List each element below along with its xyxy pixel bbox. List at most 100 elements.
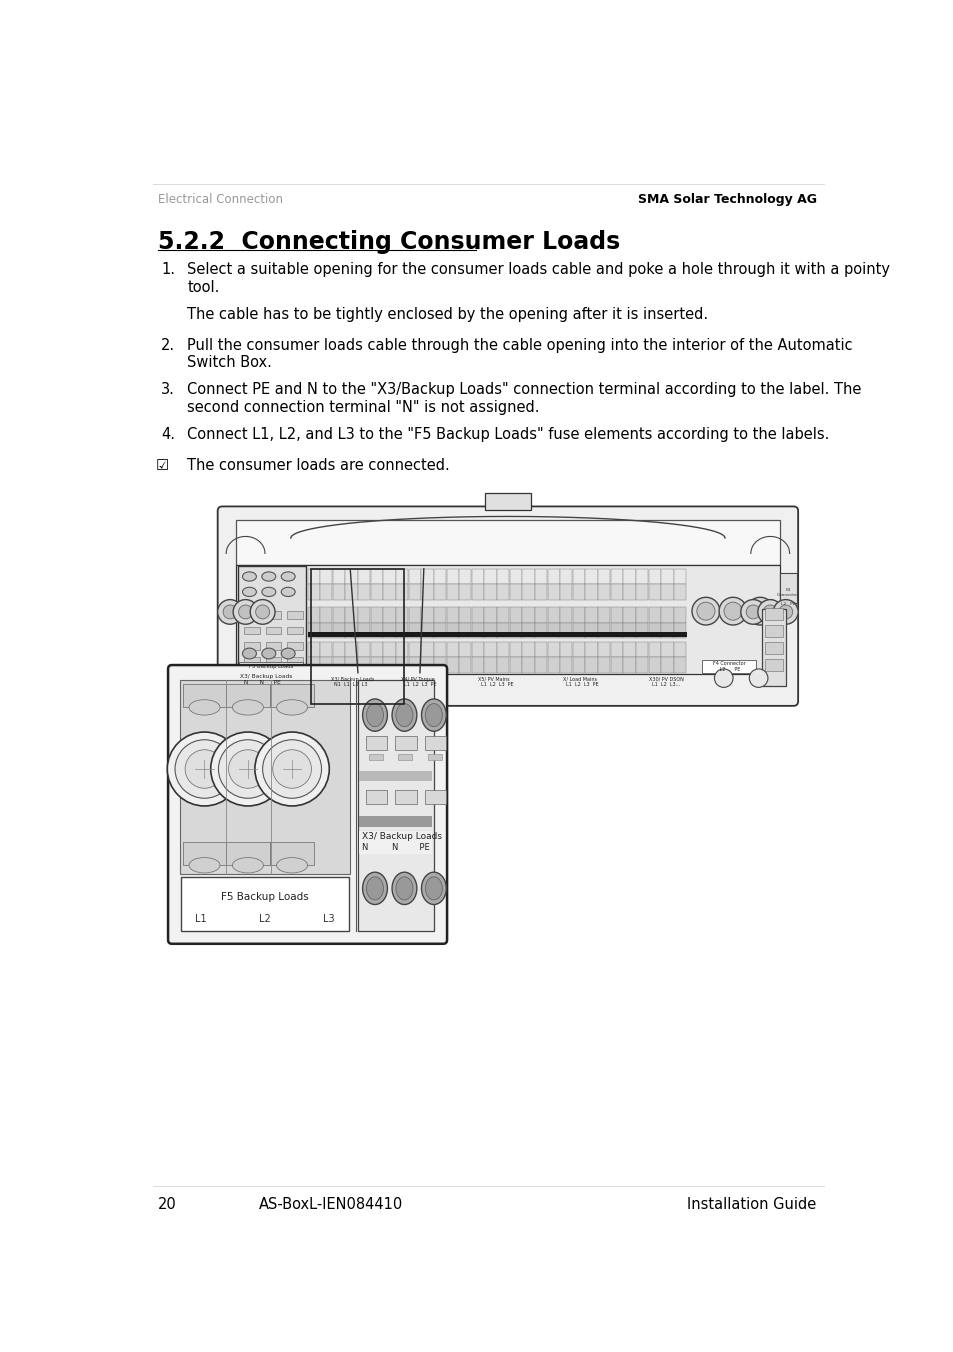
Bar bbox=[320, 657, 332, 673]
Bar bbox=[648, 569, 660, 584]
Bar bbox=[622, 642, 635, 657]
Bar bbox=[673, 642, 685, 657]
Bar bbox=[270, 842, 314, 865]
Ellipse shape bbox=[281, 572, 294, 581]
Bar bbox=[660, 607, 673, 623]
Ellipse shape bbox=[395, 877, 413, 900]
Bar bbox=[673, 623, 685, 638]
Bar bbox=[244, 642, 259, 650]
Bar bbox=[446, 607, 458, 623]
Bar bbox=[446, 584, 458, 599]
Text: F4
Connector

L2   PE: F4 Connector L2 PE bbox=[776, 588, 799, 606]
Bar bbox=[424, 735, 446, 750]
Bar bbox=[446, 657, 458, 673]
Bar bbox=[585, 657, 598, 673]
Bar bbox=[266, 642, 281, 650]
Bar bbox=[371, 657, 382, 673]
Bar bbox=[320, 642, 332, 657]
Bar bbox=[408, 623, 420, 638]
Bar bbox=[598, 657, 610, 673]
Bar bbox=[395, 607, 408, 623]
Bar bbox=[320, 623, 332, 638]
Bar bbox=[333, 623, 345, 638]
Bar bbox=[408, 657, 420, 673]
Bar bbox=[345, 607, 357, 623]
Bar bbox=[287, 642, 303, 650]
Circle shape bbox=[174, 740, 233, 798]
Bar bbox=[636, 607, 648, 623]
Ellipse shape bbox=[392, 872, 416, 904]
Bar bbox=[183, 684, 226, 707]
Text: F5 Backup Loads: F5 Backup Loads bbox=[249, 664, 293, 669]
Text: X3/ Backup Loads: X3/ Backup Loads bbox=[361, 831, 441, 841]
Circle shape bbox=[750, 602, 768, 621]
Text: L3: L3 bbox=[323, 914, 335, 923]
Text: Pull the consumer loads cable through the cable opening into the interior of the: Pull the consumer loads cable through th… bbox=[187, 338, 852, 370]
Ellipse shape bbox=[392, 699, 416, 731]
Bar bbox=[307, 607, 319, 623]
Bar bbox=[610, 569, 622, 584]
Bar bbox=[660, 569, 673, 584]
Bar bbox=[371, 569, 382, 584]
Bar bbox=[572, 569, 584, 584]
Circle shape bbox=[250, 599, 274, 625]
Bar bbox=[427, 753, 441, 760]
Circle shape bbox=[262, 740, 321, 798]
Bar bbox=[421, 642, 433, 657]
Bar bbox=[434, 623, 446, 638]
Bar bbox=[547, 657, 559, 673]
Bar bbox=[522, 642, 534, 657]
Ellipse shape bbox=[281, 587, 294, 596]
Bar bbox=[522, 584, 534, 599]
Bar bbox=[472, 623, 483, 638]
Bar bbox=[371, 607, 382, 623]
Bar bbox=[559, 642, 572, 657]
Ellipse shape bbox=[395, 703, 413, 726]
Bar bbox=[446, 642, 458, 657]
Bar bbox=[183, 842, 226, 865]
Bar bbox=[359, 817, 432, 827]
Bar bbox=[345, 569, 357, 584]
Bar bbox=[547, 584, 559, 599]
Bar bbox=[484, 584, 497, 599]
Bar bbox=[359, 830, 432, 853]
Bar bbox=[434, 569, 446, 584]
Bar bbox=[648, 607, 660, 623]
Bar bbox=[371, 642, 382, 657]
Text: X3/ Backup Loads
  N1  L1  L2  L3: X3/ Backup Loads N1 L1 L2 L3 bbox=[331, 676, 374, 687]
Bar bbox=[598, 584, 610, 599]
Bar bbox=[484, 492, 531, 510]
Bar bbox=[383, 623, 395, 638]
Bar bbox=[333, 569, 345, 584]
Circle shape bbox=[218, 740, 277, 798]
Text: 2.: 2. bbox=[161, 338, 175, 353]
Bar bbox=[307, 623, 319, 638]
Bar bbox=[239, 662, 303, 673]
Bar bbox=[458, 569, 471, 584]
Bar bbox=[648, 642, 660, 657]
Bar bbox=[636, 569, 648, 584]
Bar bbox=[622, 584, 635, 599]
Bar bbox=[458, 657, 471, 673]
Bar bbox=[421, 607, 433, 623]
Bar bbox=[333, 657, 345, 673]
Bar bbox=[497, 607, 509, 623]
Bar bbox=[333, 607, 345, 623]
Bar bbox=[572, 607, 584, 623]
Text: X5/ PV Mains
  L1  L2  L3  PE: X5/ PV Mains L1 L2 L3 PE bbox=[477, 676, 513, 687]
Text: X4/ PV Torque
  L1  L2  L3  PE: X4/ PV Torque L1 L2 L3 PE bbox=[400, 676, 436, 687]
Bar bbox=[307, 631, 686, 637]
Bar bbox=[497, 657, 509, 673]
Bar bbox=[622, 657, 635, 673]
Bar bbox=[535, 657, 547, 673]
Bar bbox=[572, 642, 584, 657]
Bar bbox=[598, 623, 610, 638]
Bar bbox=[559, 623, 572, 638]
Bar bbox=[660, 584, 673, 599]
Bar bbox=[598, 607, 610, 623]
Circle shape bbox=[691, 598, 720, 625]
Text: X/ Load Mains
  L1  L2  L3  PE: X/ Load Mains L1 L2 L3 PE bbox=[562, 676, 598, 687]
Bar bbox=[320, 569, 332, 584]
Bar bbox=[458, 584, 471, 599]
Bar bbox=[622, 569, 635, 584]
